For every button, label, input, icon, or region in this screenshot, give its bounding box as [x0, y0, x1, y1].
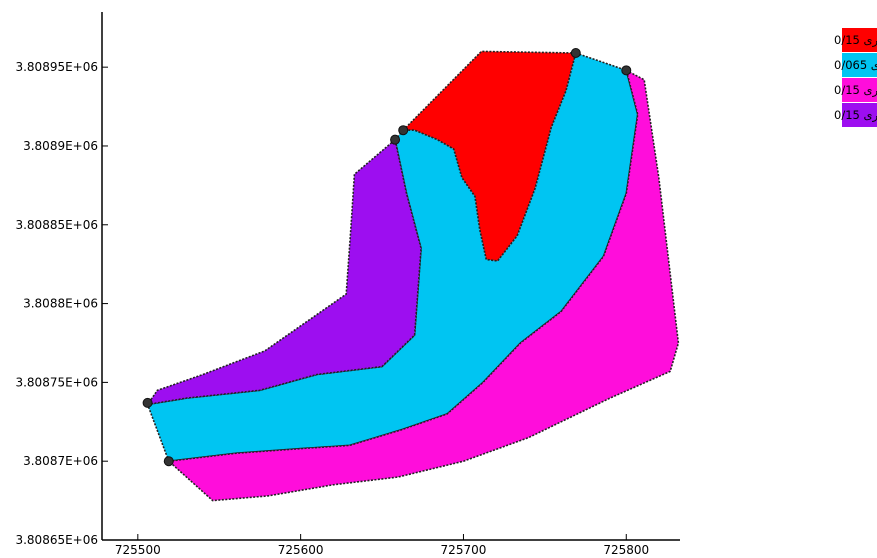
legend-swatch-1: [842, 53, 877, 77]
vertex-3: [398, 125, 409, 136]
legend: قسمت نیزار با ضریب زبری 0/15 بستر اصلی با…: [834, 28, 877, 127]
x-tick-label-0: 725500: [115, 543, 161, 557]
axes: 3.80865E+06 3.8087E+06 3.80875E+06 3.8088E+…: [15, 12, 680, 557]
y-tick-label-1: 3.8087E+06: [23, 454, 98, 468]
vertex-2: [390, 134, 401, 145]
x-tick-label-2: 725700: [441, 543, 487, 557]
vertex-5: [621, 65, 632, 76]
legend-swatch-0: [842, 28, 877, 52]
region-3: [146, 138, 422, 406]
y-tick-label-5: 3.8089E+06: [23, 139, 98, 153]
y-tick-label-3: 3.8088E+06: [23, 297, 98, 311]
x-tick-label-3: 725800: [603, 543, 649, 557]
vertex-0: [142, 397, 153, 408]
vertices: [142, 47, 632, 467]
legend-label-0: قسمت نیزار با ضریب زبری 0/15: [834, 33, 877, 48]
legend-label-1: بستر اصلی با ضریب زبری 0/065: [834, 58, 877, 73]
legend-swatch-3: [842, 103, 877, 127]
regions: [146, 50, 680, 502]
vertex-1: [163, 456, 174, 467]
y-tick-label-0: 3.80865E+06: [15, 533, 98, 547]
x-tick-label-1: 725600: [278, 543, 324, 557]
y-tick-label-2: 3.80875E+06: [15, 375, 98, 389]
legend-label-2: ساحل چپ با ضریب زبری 0/15: [834, 83, 877, 98]
vertex-4: [570, 47, 581, 58]
legend-label-3: ساحل راست با ضریب زبری 0/15: [834, 108, 877, 123]
y-tick-label-4: 3.80885E+06: [15, 218, 98, 232]
y-tick-label-6: 3.80895E+06: [15, 60, 98, 74]
legend-swatch-2: [842, 78, 877, 102]
